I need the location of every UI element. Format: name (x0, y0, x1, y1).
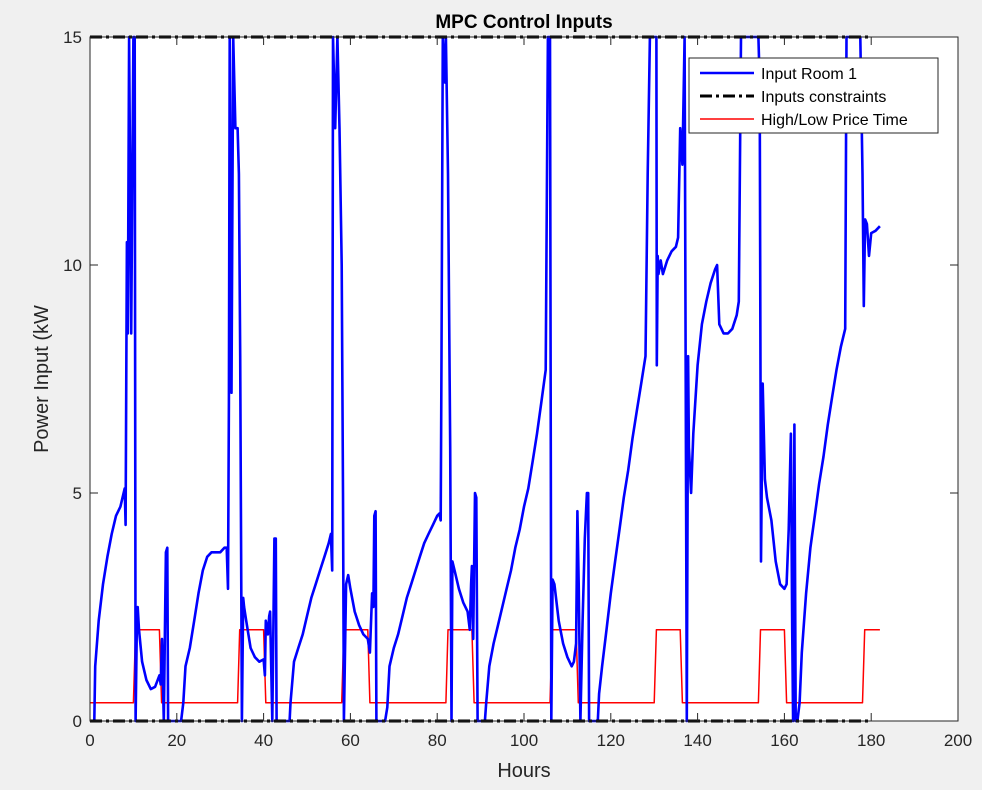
y-axis-label: Power Input (kW (31, 305, 53, 453)
x-tick-label: 140 (683, 731, 711, 750)
y-ticks: 0 5 10 15 (63, 28, 958, 731)
x-tick-label: 0 (85, 731, 94, 750)
legend-label-input-room-1: Input Room 1 (761, 66, 857, 83)
x-ticks: 0 20 40 60 80 100 120 140 160 180 200 (85, 37, 972, 750)
x-tick-label: 60 (341, 731, 360, 750)
legend: Input Room 1 Inputs constraints High/Low… (688, 57, 939, 134)
x-tick-label: 180 (857, 731, 885, 750)
y-tick-label: 15 (63, 28, 82, 47)
x-tick-label: 20 (167, 731, 186, 750)
series-high-low-price-time-line (90, 629, 880, 704)
x-tick-label: 40 (254, 731, 273, 750)
y-tick-label: 5 (73, 484, 82, 503)
x-axis-label: Hours (497, 760, 550, 782)
x-tick-label: 80 (428, 731, 447, 750)
legend-label-inputs-constraints: Inputs constraints (761, 89, 886, 106)
y-tick-label: 0 (73, 712, 82, 731)
chart-title: MPC Control Inputs (435, 12, 612, 33)
plot-area (90, 37, 958, 721)
x-tick-label: 100 (510, 731, 538, 750)
y-tick-label: 10 (63, 256, 82, 275)
x-tick-label: 200 (944, 731, 972, 750)
legend-label-high-low-price-time: High/Low Price Time (761, 112, 908, 129)
x-tick-label: 120 (597, 731, 625, 750)
x-tick-label: 160 (770, 731, 798, 750)
